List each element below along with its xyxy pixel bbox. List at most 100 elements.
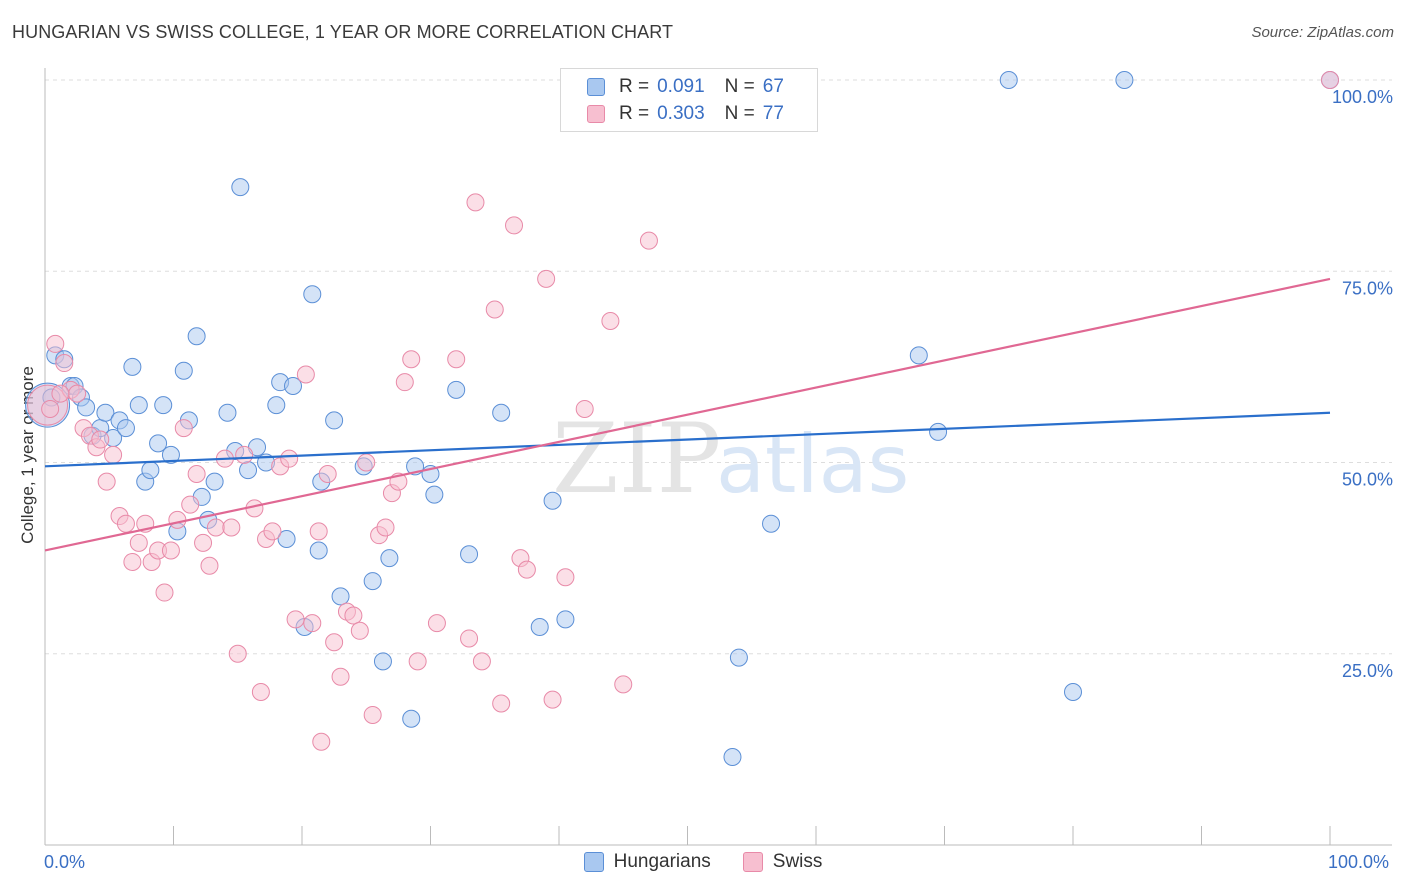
- hungarians-point: [267, 396, 286, 415]
- hungarians-point: [447, 380, 466, 399]
- swiss-point: [228, 644, 247, 663]
- hungarians-point: [174, 361, 193, 380]
- swiss-point: [325, 633, 344, 652]
- legend-row-swiss: R = 0.303 N = 77: [587, 101, 784, 127]
- hungarians-point: [309, 541, 328, 560]
- swiss-point: [91, 430, 110, 449]
- swiss-point: [427, 614, 446, 633]
- hungarians-point: [154, 396, 173, 415]
- swiss-point: [492, 694, 511, 713]
- swiss-point: [303, 614, 322, 633]
- swiss-point: [194, 533, 213, 552]
- y-tick-labels: 25.0% 50.0% 75.0% 100.0%: [1332, 87, 1393, 681]
- hungarians-point: [543, 491, 562, 510]
- r-label: R =: [619, 103, 650, 124]
- n-label: N =: [724, 76, 755, 97]
- swiss-point: [55, 354, 74, 373]
- swiss-point: [129, 533, 148, 552]
- swiss-point: [168, 510, 187, 529]
- swiss-point: [51, 384, 70, 403]
- swiss-point: [556, 568, 575, 587]
- hungarians-point: [149, 434, 168, 453]
- r-value: 0.303: [657, 103, 705, 124]
- hungarians-point: [425, 485, 444, 504]
- swiss-point: [357, 453, 376, 472]
- swiss-point: [68, 384, 87, 403]
- n-value: 67: [762, 76, 784, 97]
- hungarians-point: [187, 327, 206, 346]
- swiss-point: [206, 518, 225, 537]
- x-tick-label-max: 100.0%: [1328, 852, 1390, 872]
- hungarians-point: [325, 411, 344, 430]
- swiss-point: [601, 311, 620, 330]
- hungarians-point: [129, 396, 148, 415]
- hungarians-point: [999, 71, 1018, 89]
- hungarians-point: [116, 419, 135, 438]
- swiss-swatch: [742, 852, 763, 872]
- hungarians-point: [729, 648, 748, 667]
- hungarians-point: [929, 422, 948, 441]
- hungarians-trend-line: [44, 411, 1331, 468]
- series-legend: Hungarians Swiss: [0, 851, 1406, 873]
- swiss-point: [181, 495, 200, 514]
- swiss-point: [280, 449, 299, 468]
- swiss-point: [639, 231, 658, 250]
- hungarians-point: [402, 709, 421, 728]
- hungarians-point: [1115, 71, 1134, 89]
- swiss-point: [174, 419, 193, 438]
- hungarians-point: [303, 285, 322, 304]
- hungarians-point: [373, 652, 392, 671]
- hungarians-point: [762, 514, 781, 533]
- hungarians-point: [530, 617, 549, 636]
- swiss-point: [251, 683, 270, 701]
- hungarians-swatch: [587, 78, 605, 96]
- swiss-point: [460, 629, 479, 648]
- swiss-point: [447, 350, 466, 369]
- grid-layer: [45, 79, 1392, 655]
- swiss-point: [318, 464, 337, 483]
- hungarians-point: [492, 403, 511, 422]
- swiss-point: [485, 300, 504, 319]
- hungarians-point: [363, 572, 382, 591]
- r-label: R =: [619, 76, 650, 97]
- swiss-point: [116, 514, 135, 533]
- hungarians-point: [77, 398, 96, 417]
- hungarians-point: [460, 545, 479, 564]
- swiss-point: [517, 560, 536, 579]
- swiss-point: [296, 365, 315, 384]
- swiss-point: [155, 583, 174, 602]
- swiss-trend-line: [44, 277, 1331, 552]
- hungarians-point: [96, 403, 115, 422]
- points-layer: [25, 71, 1339, 767]
- swiss-point: [402, 350, 421, 369]
- swiss-point: [123, 552, 142, 571]
- legend-label: Swiss: [772, 851, 823, 872]
- swiss-point: [505, 216, 524, 235]
- swiss-point: [104, 445, 123, 464]
- swiss-point: [614, 675, 633, 694]
- legend-item-hungarians[interactable]: Hungarians: [583, 851, 711, 873]
- swiss-point: [41, 399, 60, 418]
- swiss-point: [1321, 71, 1339, 89]
- hungarians-point: [205, 472, 224, 491]
- y-tick-label: 100.0%: [1332, 87, 1393, 107]
- watermark-zip: ZIP: [552, 403, 721, 515]
- legend-item-swiss[interactable]: Swiss: [742, 851, 823, 873]
- hungarians-point: [123, 357, 142, 376]
- hungarians-point: [1064, 683, 1082, 701]
- hungarians-point: [331, 587, 350, 606]
- x-tick-label-min: 0.0%: [44, 852, 86, 872]
- legend-row-hungarians: R = 0.091 N = 67: [587, 74, 784, 100]
- swiss-point: [376, 518, 395, 537]
- swiss-swatch: [587, 105, 605, 123]
- swiss-point: [395, 373, 414, 392]
- hungarians-point: [380, 549, 399, 568]
- hungarians-point: [723, 748, 742, 767]
- swiss-point: [161, 541, 180, 560]
- swiss-point: [350, 621, 369, 640]
- hungarians-point: [277, 530, 296, 548]
- swiss-point: [46, 334, 65, 353]
- swiss-point: [408, 652, 427, 671]
